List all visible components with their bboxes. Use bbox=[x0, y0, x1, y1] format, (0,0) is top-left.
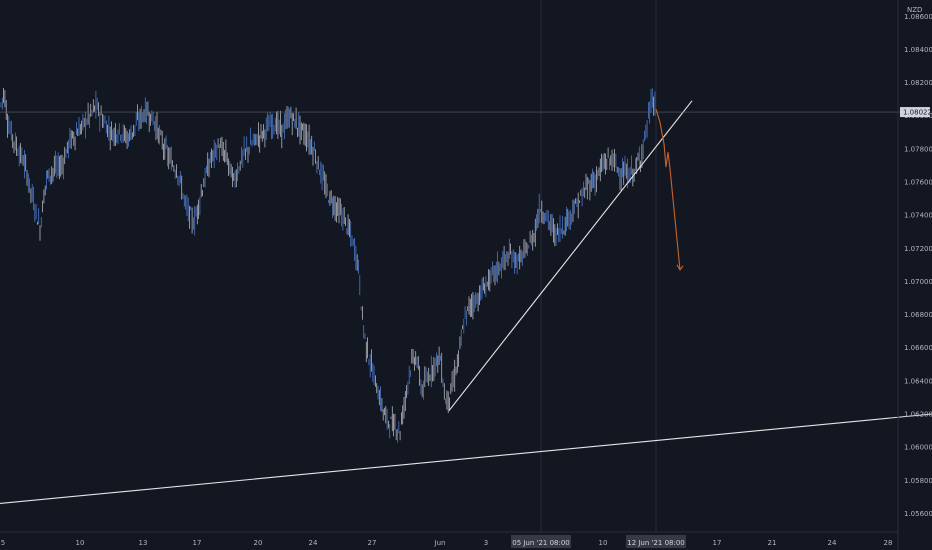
x-tick-label: 3 bbox=[484, 539, 488, 547]
x-tick-label: 20 bbox=[254, 539, 263, 547]
x-tick-label: 10 bbox=[76, 539, 85, 547]
x-tick-label: 5 bbox=[1, 539, 5, 547]
x-tick-label: 28 bbox=[884, 539, 893, 547]
crosshair-time-label: 12 Jun '21 08:00 bbox=[627, 539, 685, 547]
y-tick-label: 1.06400 bbox=[904, 377, 932, 385]
support-line[interactable] bbox=[0, 413, 932, 505]
grid bbox=[540, 0, 657, 532]
current-price-badge bbox=[900, 107, 930, 118]
y-tick-label: 1.07000 bbox=[904, 278, 932, 286]
x-tick-label: 13 bbox=[139, 539, 148, 547]
trendlines bbox=[0, 100, 932, 505]
currency-label: NZD bbox=[907, 6, 922, 14]
x-tick-label: 24 bbox=[309, 539, 318, 547]
x-tick-label: 17 bbox=[713, 539, 722, 547]
current-price-label: 1.08022 bbox=[903, 109, 932, 117]
time-axis[interactable]: 5101317202427Jun310141721242805 Jun '21 … bbox=[0, 531, 898, 548]
crosshair-time-badge bbox=[511, 535, 571, 548]
x-tick-label: 17 bbox=[193, 539, 202, 547]
x-tick-label: 24 bbox=[828, 539, 837, 547]
y-tick-label: 1.07600 bbox=[904, 179, 932, 187]
y-tick-label: 1.07800 bbox=[904, 145, 932, 153]
y-tick-label: 1.07200 bbox=[904, 245, 932, 253]
y-tick-label: 1.08600 bbox=[904, 13, 932, 21]
x-tick-label: Jun bbox=[434, 539, 446, 547]
y-tick-label: 1.08200 bbox=[904, 79, 932, 87]
y-tick-label: 1.06600 bbox=[904, 344, 932, 352]
projection-path[interactable] bbox=[655, 108, 681, 270]
candles bbox=[0, 88, 656, 443]
y-tick-label: 1.05800 bbox=[904, 477, 932, 485]
rising-trendline[interactable] bbox=[448, 100, 693, 412]
y-tick-label: 1.06000 bbox=[904, 444, 932, 452]
y-tick-label: 1.06200 bbox=[904, 411, 932, 419]
x-tick-label: 27 bbox=[368, 539, 377, 547]
x-tick-label: 21 bbox=[768, 539, 777, 547]
y-tick-label: 1.05600 bbox=[904, 510, 932, 518]
x-tick-label: 10 bbox=[599, 539, 608, 547]
price-axis[interactable]: NZD 1.086001.084001.082001.080001.078001… bbox=[897, 0, 932, 550]
projection-arrow bbox=[655, 108, 684, 271]
crosshair-time-label: 05 Jun '21 08:00 bbox=[512, 539, 570, 547]
y-tick-label: 1.07400 bbox=[904, 212, 932, 220]
arrowhead-icon bbox=[676, 264, 684, 271]
crosshair-time-badge bbox=[626, 535, 686, 548]
y-tick-label: 1.06800 bbox=[904, 311, 932, 319]
y-tick-label: 1.08400 bbox=[904, 46, 932, 54]
